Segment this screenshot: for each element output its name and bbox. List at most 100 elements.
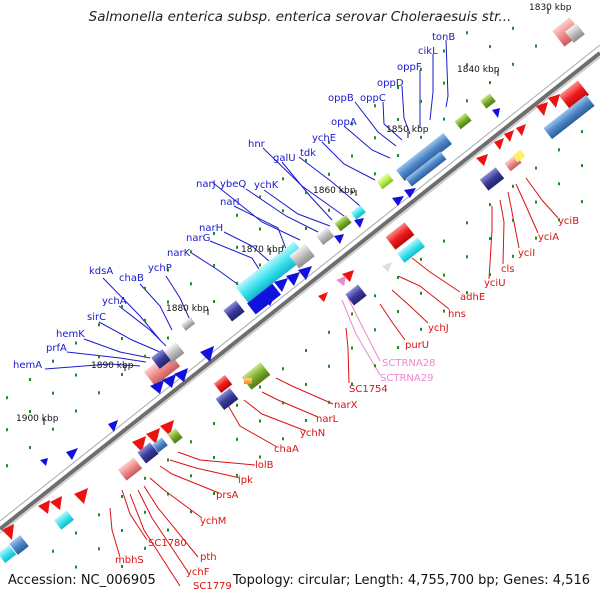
minor-tick-dot [466, 63, 468, 67]
rna-gene-labels: SCTRNA28 SCTRNA29 [380, 358, 435, 384]
minor-tick-dot [167, 268, 169, 272]
minor-tick-dot [236, 213, 238, 217]
minor-tick-dot [52, 549, 54, 553]
minor-tick-dot [6, 396, 8, 400]
kbp-tick-marks [43, 8, 549, 425]
minor-tick-dot [167, 458, 169, 462]
minor-tick-dot [558, 148, 560, 152]
gene-label-ipk: ipk [238, 475, 253, 486]
minor-tick-dot [305, 191, 307, 194]
minor-tick-dot [29, 378, 31, 381]
minor-tick-dot [259, 195, 261, 199]
minor-tick-dot [466, 291, 468, 295]
kbp-labels: 1830 kbp 1840 kbp 1850 kbp 1860 kbp 1870… [16, 3, 572, 424]
minor-tick-dot [52, 359, 54, 363]
minor-tick-dot [328, 208, 330, 212]
minor-tick-dot [581, 164, 583, 168]
minor-tick-dot [489, 203, 491, 207]
minor-tick-dot [282, 401, 284, 405]
minor-tick-dot [190, 474, 192, 478]
minor-tick-dot [282, 245, 284, 249]
minor-tick-dot [351, 346, 353, 350]
minor-tick-dot [351, 312, 353, 316]
genome-summary-text: Topology: circular; Length: 4,755,700 bp… [232, 573, 590, 588]
gene-label-SC1779: SC1779 [193, 581, 232, 592]
kbp-label-1890: 1890 kbp [91, 361, 134, 371]
minor-tick-dot [75, 409, 77, 413]
minor-tick-dot [29, 446, 31, 449]
minor-tick-dot [374, 172, 376, 176]
minor-tick-dot [259, 455, 261, 459]
rna-leader-lines [341, 297, 381, 376]
gene-label-ychE: ychE [312, 133, 336, 144]
gene-label-yciU: yciU [484, 278, 506, 289]
gene-label-oppA: oppA [331, 117, 357, 128]
gene-label-hns: hns [448, 309, 466, 320]
minor-tick-dot [167, 300, 169, 304]
minor-tick-dot [236, 473, 238, 477]
gene-label-narG: narG [186, 233, 210, 244]
gene-label-oppF: oppF [397, 62, 422, 73]
gene-label-ychF: ychF [186, 567, 210, 578]
minor-tick-dot [144, 286, 146, 290]
gene-label-hemA: hemA [13, 360, 42, 371]
minor-tick-dot [581, 200, 583, 204]
minor-tick-dot [282, 177, 284, 181]
minor-tick-dot [397, 86, 399, 89]
gene-label-oppD: oppD [377, 78, 404, 89]
minor-tick-dot [558, 218, 560, 222]
minor-tick-dot [236, 281, 238, 285]
minor-tick-dot [443, 81, 445, 85]
minor-tick-dot [397, 310, 399, 313]
minor-tick-dot [29, 410, 31, 413]
minor-tick-dot [6, 464, 8, 468]
minor-tick-dot [259, 385, 261, 389]
minor-tick-dot [144, 510, 146, 514]
minor-tick-dot [466, 99, 468, 103]
minor-tick-dot [259, 419, 261, 423]
gene-label-SCTRNA29: SCTRNA29 [380, 373, 433, 384]
minor-tick-dot [443, 309, 445, 313]
minor-tick-dot [98, 513, 100, 517]
gene-label-narX: narX [334, 400, 358, 411]
gene-label-ychP: ychP [148, 263, 172, 274]
minor-tick-dot [236, 403, 238, 407]
minor-tick-dot [121, 529, 123, 532]
minor-tick-dot [328, 172, 330, 176]
minor-tick-dot [305, 159, 307, 162]
gene-label-sirC: sirC [87, 312, 106, 323]
minor-tick-dot [190, 510, 192, 514]
forward-gene-labels: tonB cikL oppF oppD oppC oppB oppA ychE … [13, 32, 455, 371]
minor-tick-dot [75, 373, 77, 377]
minor-tick-dot [75, 341, 77, 345]
minor-tick-dot [443, 273, 445, 277]
minor-tick-dot [52, 427, 54, 431]
minor-tick-dot [305, 227, 307, 230]
minor-tick-dot [213, 422, 215, 425]
gene-label-oppC: oppC [360, 93, 386, 104]
gene-label-purU: purU [405, 340, 429, 351]
minor-tick-dot [6, 428, 8, 432]
gene-label-ychN: ychN [300, 428, 325, 439]
minor-tick-dot [512, 26, 514, 30]
forward-leader-lines [44, 39, 449, 370]
minor-tick-dot [282, 367, 284, 371]
minor-tick-dot [374, 364, 376, 368]
minor-tick-dot [144, 546, 146, 550]
minor-tick-dot [397, 346, 399, 349]
gene-label-lolB: lolB [255, 460, 274, 471]
minor-tick-dot [351, 154, 353, 158]
minor-tick-dot [121, 337, 123, 340]
minor-tick-dot [259, 227, 261, 231]
reverse-strand-features [0, 80, 595, 564]
gene-label-oppB: oppB [328, 93, 354, 104]
minor-tick-dot [443, 49, 445, 53]
minor-tick-dot [351, 382, 353, 386]
minor-tick-dot [190, 440, 192, 444]
minor-tick-dot [489, 45, 491, 49]
minor-tick-dot [374, 136, 376, 140]
gene-label-narH: narH [199, 223, 223, 234]
forward-strand-features [40, 17, 585, 466]
minor-tick-dot [282, 209, 284, 213]
gene-label-tonB: tonB [432, 32, 455, 43]
